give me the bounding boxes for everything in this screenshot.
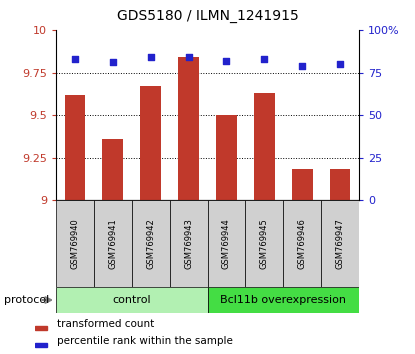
Bar [292,170,312,200]
Bar [254,93,275,200]
Bar [245,200,283,287]
Point [147,55,154,60]
Text: transformed count: transformed count [56,319,154,329]
Text: Bcl11b overexpression: Bcl11b overexpression [220,295,346,305]
Text: GSM769946: GSM769946 [298,218,307,269]
Text: GSM769945: GSM769945 [260,218,269,269]
Bar [56,287,208,313]
Bar [216,115,237,200]
Text: GSM769940: GSM769940 [71,218,79,269]
Point [110,59,116,65]
Point [72,56,78,62]
Bar [65,95,85,200]
Text: GDS5180 / ILMN_1241915: GDS5180 / ILMN_1241915 [117,9,298,23]
Text: GSM769943: GSM769943 [184,218,193,269]
Bar [35,326,47,330]
Bar [94,200,132,287]
Bar [330,170,350,200]
Point [261,56,268,62]
Text: control: control [112,295,151,305]
Point [223,58,230,63]
Bar [321,200,359,287]
Point [299,63,305,69]
Bar [283,200,321,287]
Text: percentile rank within the sample: percentile rank within the sample [56,336,232,346]
Text: protocol: protocol [4,295,49,305]
Text: GSM769944: GSM769944 [222,218,231,269]
Bar [170,200,208,287]
Bar [208,287,359,313]
Bar [132,200,170,287]
Bar [140,86,161,200]
Bar [103,139,123,200]
Text: GSM769942: GSM769942 [146,218,155,269]
Point [185,55,192,60]
Bar [208,200,245,287]
Point [337,61,343,67]
Bar [35,343,47,347]
Bar [178,57,199,200]
Bar [56,200,94,287]
Text: GSM769941: GSM769941 [108,218,117,269]
Text: GSM769947: GSM769947 [336,218,344,269]
